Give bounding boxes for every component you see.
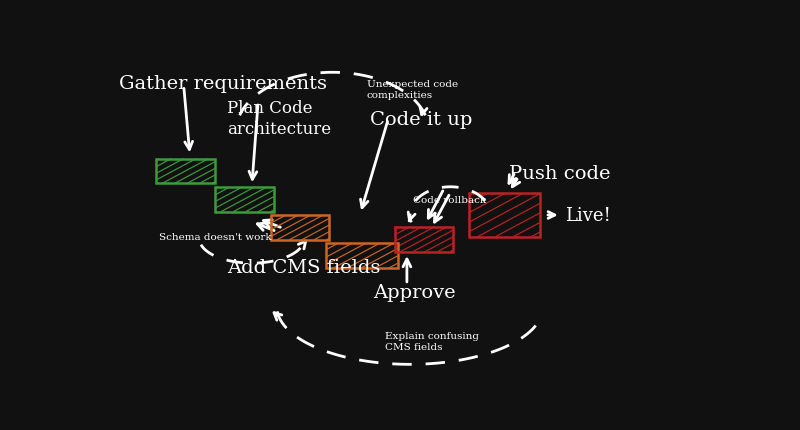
Bar — [156, 159, 214, 184]
Bar — [394, 227, 454, 252]
Text: Approve: Approve — [373, 283, 455, 301]
Text: Add CMS fields: Add CMS fields — [227, 258, 381, 276]
Text: Plan Code
architecture: Plan Code architecture — [227, 100, 331, 138]
Text: Schema doesn't work: Schema doesn't work — [159, 232, 271, 241]
Text: Explain confusing
CMS fields: Explain confusing CMS fields — [386, 332, 479, 351]
Text: Push code: Push code — [510, 164, 610, 182]
Text: Code it up: Code it up — [370, 111, 472, 129]
Bar — [214, 187, 274, 212]
Bar — [270, 215, 330, 240]
Text: Unexpected code
complexities: Unexpected code complexities — [366, 80, 458, 100]
Text: Live!: Live! — [565, 206, 611, 224]
Bar — [326, 244, 398, 268]
Text: Gather requirements: Gather requirements — [118, 75, 326, 93]
Bar — [469, 194, 540, 237]
Text: Code rollback: Code rollback — [413, 196, 486, 205]
